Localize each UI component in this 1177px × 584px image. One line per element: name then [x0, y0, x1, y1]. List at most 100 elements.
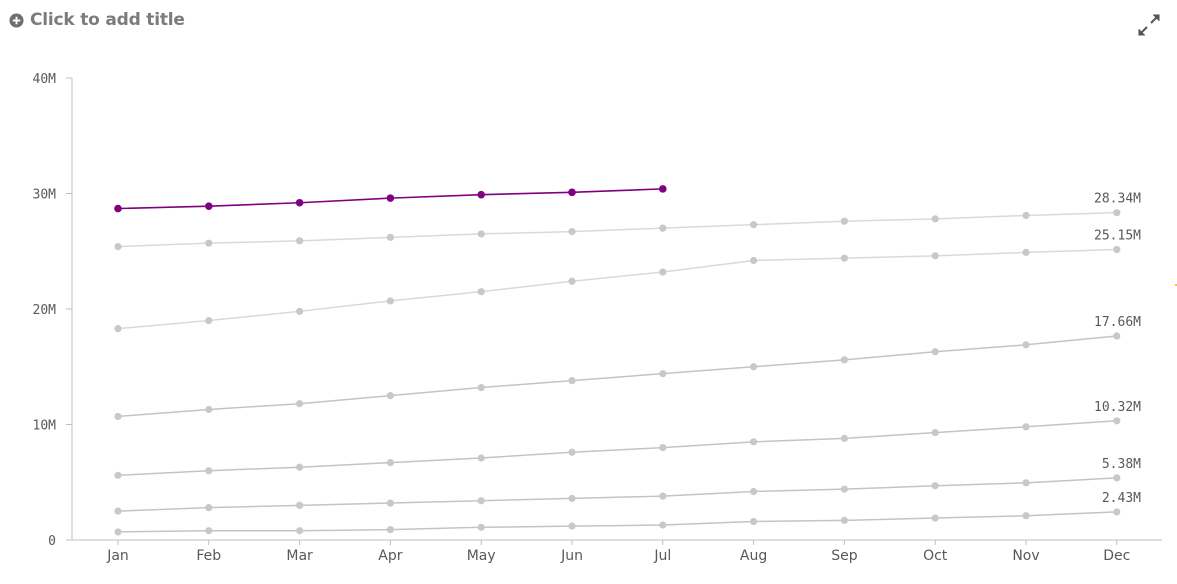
data-point [296, 237, 304, 245]
expand-arrows-icon [1138, 14, 1160, 36]
data-point [296, 307, 304, 315]
x-tick-label: May [467, 548, 496, 564]
data-point [750, 363, 758, 371]
x-tick-label: Mar [286, 548, 313, 564]
data-point [840, 434, 849, 442]
x-tick-label: Nov [1012, 548, 1039, 564]
data-point [386, 392, 394, 400]
data-point [931, 252, 939, 260]
data-point [750, 517, 758, 526]
y-tick-label: 20M [33, 303, 57, 318]
x-tick-label: Aug [740, 548, 767, 564]
data-point [568, 522, 576, 530]
end-value-label: 10.32M [1094, 400, 1141, 415]
data-point [477, 454, 485, 462]
series-line [117, 511, 1117, 533]
series-line [117, 420, 1117, 477]
y-tick-label: 0 [48, 534, 56, 549]
y-tick-label: 10M [33, 419, 57, 434]
data-point [568, 277, 576, 285]
data-point [296, 463, 304, 471]
data-point [659, 370, 667, 378]
data-point [568, 377, 576, 385]
data-point [114, 507, 122, 515]
data-point [659, 224, 667, 232]
data-point [477, 230, 485, 238]
data-point [386, 194, 395, 202]
data-point [1022, 423, 1030, 431]
data-point [205, 316, 213, 325]
data-point [386, 459, 394, 467]
title-placeholder[interactable]: Click to add title [9, 10, 185, 30]
data-point [840, 516, 849, 524]
data-point [659, 444, 667, 452]
end-value-label: 2.43M [1102, 491, 1141, 506]
data-point [296, 501, 304, 509]
data-point [205, 405, 213, 414]
x-tick-label: Oct [923, 548, 948, 564]
data-point [931, 482, 939, 490]
data-point [205, 467, 213, 475]
data-point [750, 221, 758, 229]
data-point [568, 448, 576, 456]
end-value-label: 25.15M [1094, 229, 1141, 244]
data-point [1022, 341, 1030, 349]
y-tick-label: 40M [33, 72, 57, 87]
data-point [840, 254, 849, 262]
data-point [114, 471, 122, 479]
data-point [114, 528, 122, 536]
series-line [117, 211, 1117, 248]
data-point [840, 485, 849, 493]
data-point [931, 514, 939, 522]
data-point [659, 521, 667, 529]
x-tick-label: Jul [653, 548, 671, 564]
data-point [477, 523, 485, 531]
data-point [386, 526, 394, 534]
end-value-label: 28.34M [1094, 192, 1141, 207]
data-point [114, 325, 122, 333]
series-line [117, 477, 1117, 512]
series-line [117, 335, 1117, 418]
data-point [840, 356, 849, 364]
data-point [750, 487, 758, 496]
data-point [1113, 417, 1121, 425]
data-point [1022, 211, 1030, 220]
x-tick-label: Apr [378, 548, 402, 564]
x-tick-label: Dec [1103, 548, 1130, 564]
data-point [1113, 474, 1121, 482]
data-point [296, 400, 304, 408]
data-point [205, 504, 213, 512]
data-point [568, 494, 576, 503]
data-point [931, 215, 939, 223]
expand-button[interactable] [1136, 12, 1162, 38]
data-point [659, 268, 667, 276]
data-point [386, 297, 394, 305]
data-point [296, 527, 304, 535]
data-point [568, 188, 576, 197]
data-point [386, 499, 394, 507]
data-point [477, 288, 485, 296]
data-point [840, 217, 849, 225]
data-point [931, 348, 939, 356]
data-point [114, 412, 122, 421]
data-point [1113, 508, 1121, 516]
x-tick-label: Feb [196, 548, 221, 564]
data-point [750, 438, 758, 446]
plus-circle-icon [9, 12, 24, 28]
data-point [1022, 512, 1030, 520]
data-point [205, 202, 213, 211]
data-point [295, 198, 304, 207]
data-point [750, 256, 758, 265]
end-value-label: 17.66M [1094, 315, 1141, 330]
data-point [1022, 479, 1030, 487]
data-point [205, 527, 213, 535]
x-tick-label: Jun [560, 548, 583, 564]
data-point [114, 243, 122, 251]
data-point [477, 383, 485, 392]
x-tick-label: Jan [106, 548, 129, 564]
series-line [117, 248, 1117, 330]
data-point [205, 239, 213, 247]
chart-title-placeholder[interactable]: Click to add title [30, 10, 185, 30]
